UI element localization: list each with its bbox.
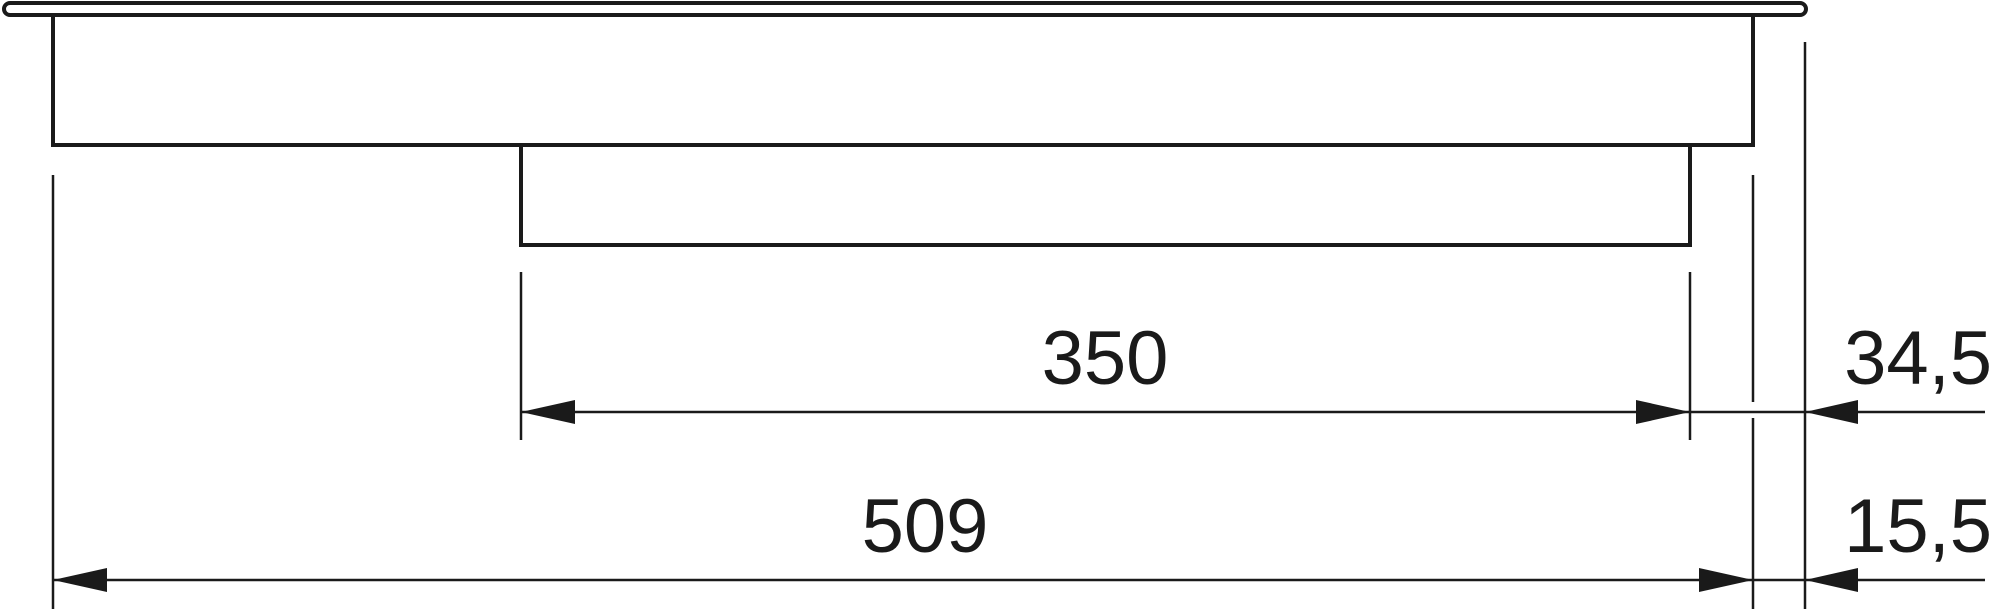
outer-body <box>51 13 1755 147</box>
arrowhead <box>521 400 575 424</box>
arrowhead <box>1805 568 1858 592</box>
arrowhead <box>1699 568 1753 592</box>
arrowhead <box>53 568 107 592</box>
inner-body <box>519 143 1692 247</box>
arrowhead <box>1636 400 1690 424</box>
arrowhead <box>1805 400 1858 424</box>
dimension-label-350: 350 <box>1042 316 1169 401</box>
top-plate <box>2 0 1808 17</box>
dimension-label-509: 509 <box>862 484 989 569</box>
dimension-label-34-5: 34,5 <box>1844 316 1992 401</box>
dimension-label-15-5: 15,5 <box>1844 484 1992 569</box>
